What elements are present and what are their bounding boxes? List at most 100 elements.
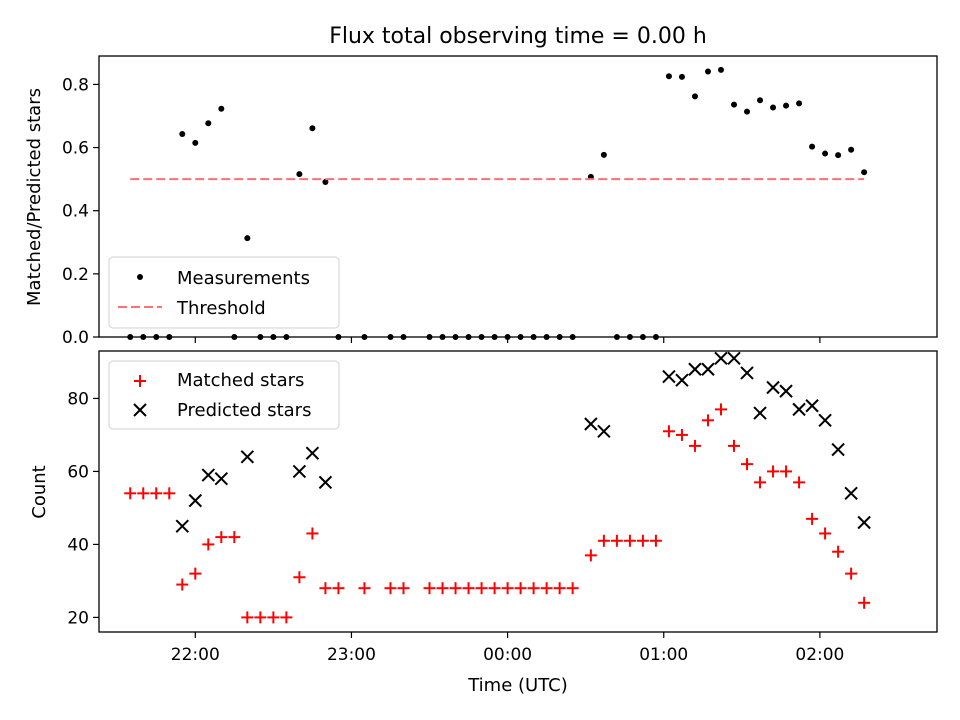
matched-stars-point bbox=[449, 582, 462, 595]
predicted-stars-point bbox=[675, 373, 689, 387]
matched-stars-point bbox=[306, 527, 319, 540]
matched-stars-point bbox=[858, 596, 871, 609]
bottom-series bbox=[124, 351, 871, 624]
predicted-stars-point bbox=[584, 417, 598, 431]
legend-matched-stars-label: Matched stars bbox=[177, 370, 304, 391]
predicted-stars-point bbox=[753, 406, 767, 420]
measurement-point bbox=[465, 334, 472, 340]
matched-stars-point bbox=[267, 611, 280, 624]
matched-stars-point bbox=[436, 582, 449, 595]
measurement-point bbox=[361, 334, 368, 340]
predicted-stars-point bbox=[792, 402, 806, 417]
predicted-stars-point bbox=[740, 366, 754, 380]
measurement-point bbox=[861, 169, 868, 176]
measurement-point bbox=[665, 73, 672, 80]
y-tick-label: 20 bbox=[67, 608, 89, 628]
measurement-point bbox=[809, 143, 816, 150]
bottom-legend: Matched stars Predicted stars bbox=[108, 360, 340, 430]
matched-stars-point bbox=[514, 582, 527, 595]
matched-stars-point bbox=[819, 527, 832, 540]
measurement-point bbox=[400, 334, 407, 340]
measurement-point bbox=[296, 171, 303, 178]
measurement-point bbox=[257, 334, 264, 340]
y-tick-label: 0.6 bbox=[62, 139, 89, 159]
predicted-stars-point bbox=[714, 351, 728, 366]
measurement-point bbox=[127, 334, 134, 340]
measurement-point bbox=[166, 334, 173, 340]
measurement-point bbox=[639, 334, 646, 340]
legend-matched-stars-marker bbox=[134, 375, 146, 387]
y-tick-label: 40 bbox=[67, 535, 89, 555]
measurement-point bbox=[704, 68, 711, 75]
measurement-point bbox=[556, 334, 563, 340]
measurement-point bbox=[179, 130, 186, 137]
x-tick-label: 01:00 bbox=[639, 645, 688, 665]
predicted-stars-point bbox=[701, 362, 715, 376]
matched-stars-point bbox=[540, 582, 553, 595]
predicted-stars-point bbox=[597, 424, 611, 438]
measurement-point bbox=[770, 104, 777, 111]
measurement-point bbox=[796, 100, 803, 107]
predicted-stars-point bbox=[805, 399, 819, 413]
measurement-point bbox=[504, 334, 511, 340]
measurement-point bbox=[517, 334, 524, 340]
matched-stars-point bbox=[649, 534, 662, 547]
matched-stars-point bbox=[597, 534, 610, 547]
bottom-legend-box bbox=[108, 360, 340, 430]
matched-stars-point bbox=[150, 487, 163, 500]
predicted-stars-point bbox=[766, 380, 780, 395]
y-tick-label: 0.4 bbox=[62, 202, 89, 222]
matched-stars-point bbox=[163, 487, 176, 500]
matched-stars-point bbox=[566, 582, 579, 595]
matched-stars-point bbox=[754, 476, 767, 489]
matched-stars-point bbox=[423, 582, 436, 595]
top-legend: Measurements Threshold bbox=[108, 256, 340, 329]
matched-stars-point bbox=[527, 582, 540, 595]
matched-stars-point bbox=[793, 476, 806, 489]
predicted-stars-point bbox=[662, 369, 676, 384]
legend-measurements-label: Measurements bbox=[177, 268, 310, 289]
measurement-point bbox=[835, 152, 842, 159]
matched-stars-point bbox=[741, 458, 754, 471]
predicted-stars-point bbox=[779, 384, 793, 398]
predicted-stars-point bbox=[844, 486, 858, 501]
matched-stars-point bbox=[636, 534, 649, 547]
measurement-point bbox=[426, 334, 433, 340]
predicted-stars-point bbox=[688, 362, 702, 376]
measurement-point bbox=[848, 146, 855, 153]
matched-stars-point bbox=[845, 567, 858, 580]
top-panel: 0.00.20.40.60.8 Matched/Predicted stars … bbox=[24, 55, 938, 348]
matched-stars-point bbox=[137, 487, 150, 500]
measurement-point bbox=[387, 334, 394, 340]
predicted-stars-point bbox=[175, 519, 189, 533]
measurement-point bbox=[731, 101, 738, 108]
predicted-stars-point bbox=[201, 468, 216, 482]
x-tick-label: 02:00 bbox=[795, 645, 844, 665]
predicted-stars-point bbox=[292, 464, 307, 479]
matched-stars-point bbox=[124, 487, 137, 500]
bottom-y-axis-label: Count bbox=[29, 465, 50, 518]
matched-stars-point bbox=[701, 414, 714, 427]
predicted-stars-point bbox=[305, 446, 320, 460]
measurement-point bbox=[140, 334, 147, 340]
matched-stars-point bbox=[384, 582, 397, 595]
measurement-point bbox=[335, 334, 342, 340]
measurement-point bbox=[283, 334, 290, 340]
matched-stars-point bbox=[610, 534, 623, 547]
y-tick-label: 80 bbox=[67, 389, 89, 409]
measurement-point bbox=[439, 334, 446, 340]
measurement-point bbox=[452, 334, 459, 340]
x-axis-label: Time (UTC) bbox=[467, 675, 568, 696]
predicted-stars-point bbox=[727, 351, 741, 366]
matched-stars-point bbox=[228, 531, 241, 544]
matched-stars-point bbox=[397, 582, 410, 595]
matched-stars-point bbox=[202, 538, 215, 551]
matched-stars-point bbox=[215, 531, 228, 544]
predicted-stars-point bbox=[240, 450, 255, 464]
predicted-stars-point bbox=[318, 475, 333, 490]
measurement-point bbox=[757, 97, 764, 104]
x-tick-label: 22:00 bbox=[171, 645, 220, 665]
measurement-point bbox=[478, 334, 485, 340]
matched-stars-point bbox=[662, 425, 675, 438]
